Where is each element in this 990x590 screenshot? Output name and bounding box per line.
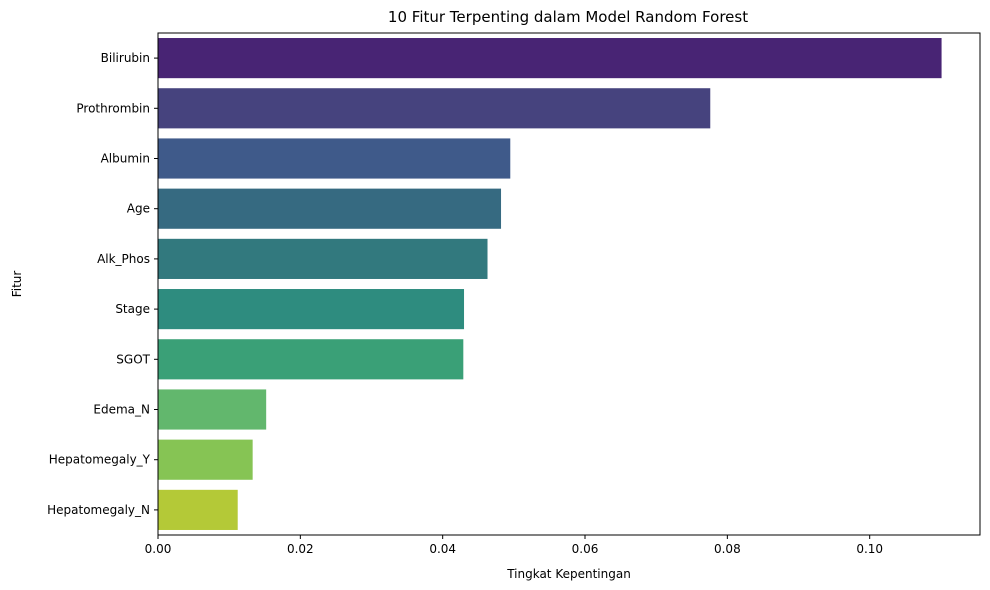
bar-hepatomegaly-y: [158, 439, 253, 480]
y-tick-label: Edema_N: [93, 403, 150, 417]
bars-group: [158, 38, 942, 530]
bar-stage: [158, 289, 465, 330]
y-tick-label: Alk_Phos: [97, 252, 150, 266]
y-tick-label: Hepatomegaly_Y: [49, 453, 151, 467]
y-axis-label: Fitur: [10, 271, 24, 298]
x-tick-label: 0.08: [714, 542, 741, 556]
bar-bilirubin: [158, 38, 942, 79]
bar-albumin: [158, 138, 511, 179]
y-tick-label: Age: [127, 202, 150, 216]
chart-title: 10 Fitur Terpenting dalam Model Random F…: [388, 8, 748, 26]
bar-edema-n: [158, 389, 267, 430]
y-tick-label: Prothrombin: [76, 101, 150, 115]
bar-hepatomegaly-n: [158, 489, 238, 530]
x-axis-label: Tingkat Kepentingan: [506, 567, 631, 581]
bar-alk-phos: [158, 238, 488, 279]
x-axis-ticks: 0.00 0.02 0.04 0.06 0.08 0.10: [145, 535, 883, 556]
x-tick-label: 0.06: [572, 542, 599, 556]
y-axis-ticks: Bilirubin Prothrombin Albumin Age Alk_Phos St…: [47, 51, 158, 517]
plot-frame: [157, 32, 981, 536]
y-tick-label: SGOT: [116, 352, 150, 366]
y-tick-label: Bilirubin: [101, 51, 150, 65]
y-tick-label: Stage: [115, 302, 150, 316]
bar-sgot: [158, 339, 464, 380]
x-tick-label: 0.10: [856, 542, 883, 556]
y-tick-label: Albumin: [101, 152, 150, 166]
bar-prothrombin: [158, 88, 711, 129]
y-tick-label: Hepatomegaly_N: [47, 503, 150, 517]
bar-age: [158, 188, 502, 229]
x-tick-label: 0.04: [429, 542, 456, 556]
x-tick-label: 0.00: [145, 542, 172, 556]
x-tick-label: 0.02: [287, 542, 314, 556]
